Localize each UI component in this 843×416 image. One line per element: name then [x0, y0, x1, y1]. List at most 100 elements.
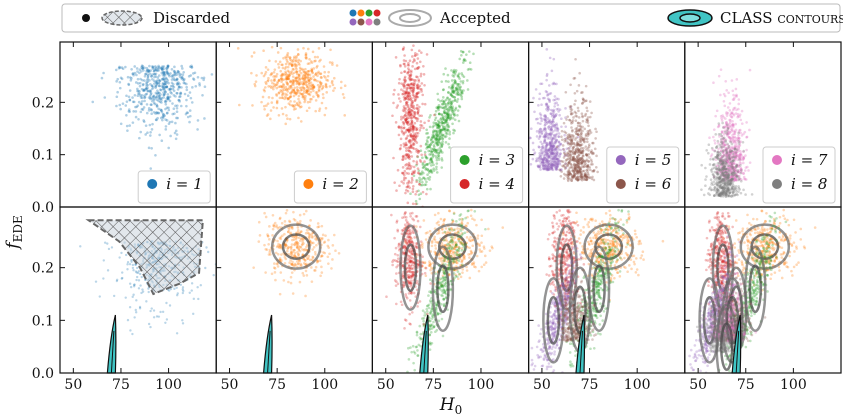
- data-point: [460, 222, 464, 226]
- data-point: [280, 80, 283, 84]
- data-point: [436, 312, 440, 315]
- data-point: [564, 159, 568, 162]
- data-point: [410, 116, 413, 120]
- data-point: [396, 257, 400, 260]
- data-point: [289, 258, 292, 262]
- data-point: [428, 333, 432, 337]
- data-point: [407, 282, 411, 285]
- data-point: [438, 146, 442, 150]
- data-point: [322, 65, 326, 68]
- data-point: [413, 132, 416, 136]
- data-point: [276, 244, 280, 248]
- data-point: [429, 169, 432, 173]
- data-point: [404, 239, 408, 243]
- data-point: [420, 172, 423, 176]
- data-point: [141, 78, 144, 82]
- data-point: [281, 92, 285, 96]
- data-point: [293, 104, 296, 107]
- data-point: [178, 92, 182, 96]
- data-point: [439, 312, 442, 315]
- data-point: [443, 121, 446, 125]
- data-point: [550, 163, 554, 166]
- data-point: [539, 127, 542, 131]
- data-point: [404, 113, 407, 117]
- data-point: [285, 244, 288, 247]
- data-point: [290, 83, 294, 86]
- data-point: [575, 159, 578, 163]
- data-point: [571, 149, 574, 153]
- data-point: [294, 241, 297, 245]
- data-point: [457, 119, 461, 123]
- data-point: [305, 262, 308, 266]
- data-point: [275, 83, 279, 87]
- data-point: [314, 253, 317, 256]
- data-point: [155, 118, 158, 122]
- data-point: [400, 115, 403, 119]
- data-point: [295, 70, 299, 74]
- data-point: [451, 260, 455, 263]
- data-point: [408, 186, 411, 189]
- data-point: [404, 79, 407, 82]
- data-point: [442, 115, 445, 118]
- data-point: [569, 138, 573, 141]
- data-point: [428, 262, 432, 265]
- data-point: [404, 141, 408, 145]
- data-point: [409, 112, 413, 116]
- data-point: [548, 153, 551, 157]
- data-point: [585, 178, 589, 181]
- data-point: [416, 151, 420, 155]
- data-point: [155, 93, 159, 96]
- data-point: [460, 72, 464, 75]
- data-point: [288, 58, 292, 61]
- data-point: [236, 47, 240, 50]
- data-point: [154, 95, 158, 99]
- data-point: [540, 119, 543, 123]
- data-point: [304, 263, 307, 266]
- data-point: [446, 116, 450, 120]
- data-point: [401, 171, 405, 175]
- data-point: [581, 160, 585, 164]
- data-point: [271, 96, 274, 100]
- data-point: [446, 267, 450, 271]
- data-point: [407, 128, 411, 132]
- data-point: [289, 251, 293, 254]
- data-point: [410, 119, 414, 123]
- data-point: [134, 311, 138, 314]
- panel-legend-box: [137, 170, 211, 204]
- data-point: [306, 47, 310, 51]
- data-point: [310, 70, 314, 74]
- accepted-dot-4: [373, 9, 381, 17]
- data-point: [577, 84, 581, 87]
- data-point: [410, 121, 413, 125]
- data-point: [407, 63, 411, 67]
- data-point: [417, 189, 420, 193]
- data-point: [284, 77, 288, 81]
- data-point: [146, 70, 150, 74]
- data-point: [396, 168, 400, 172]
- data-point: [307, 106, 311, 110]
- data-point: [572, 142, 576, 145]
- data-point: [574, 164, 578, 167]
- data-point: [306, 257, 309, 260]
- data-point: [293, 55, 296, 59]
- data-point: [310, 258, 314, 261]
- data-point: [566, 177, 570, 181]
- data-point: [549, 125, 553, 129]
- data-point: [408, 114, 412, 118]
- data-point: [305, 80, 308, 84]
- data-point: [310, 233, 313, 236]
- data-point: [567, 161, 571, 164]
- data-point: [220, 253, 222, 255]
- data-point: [251, 104, 254, 107]
- data-point: [305, 84, 309, 87]
- data-point: [174, 104, 177, 108]
- data-point: [595, 154, 598, 158]
- data-point: [555, 162, 559, 166]
- data-point: [412, 125, 416, 129]
- data-point: [198, 83, 201, 87]
- data-point: [296, 53, 300, 56]
- data-point: [432, 169, 436, 172]
- data-point: [415, 345, 419, 349]
- data-point: [439, 277, 442, 281]
- data-point: [445, 243, 449, 246]
